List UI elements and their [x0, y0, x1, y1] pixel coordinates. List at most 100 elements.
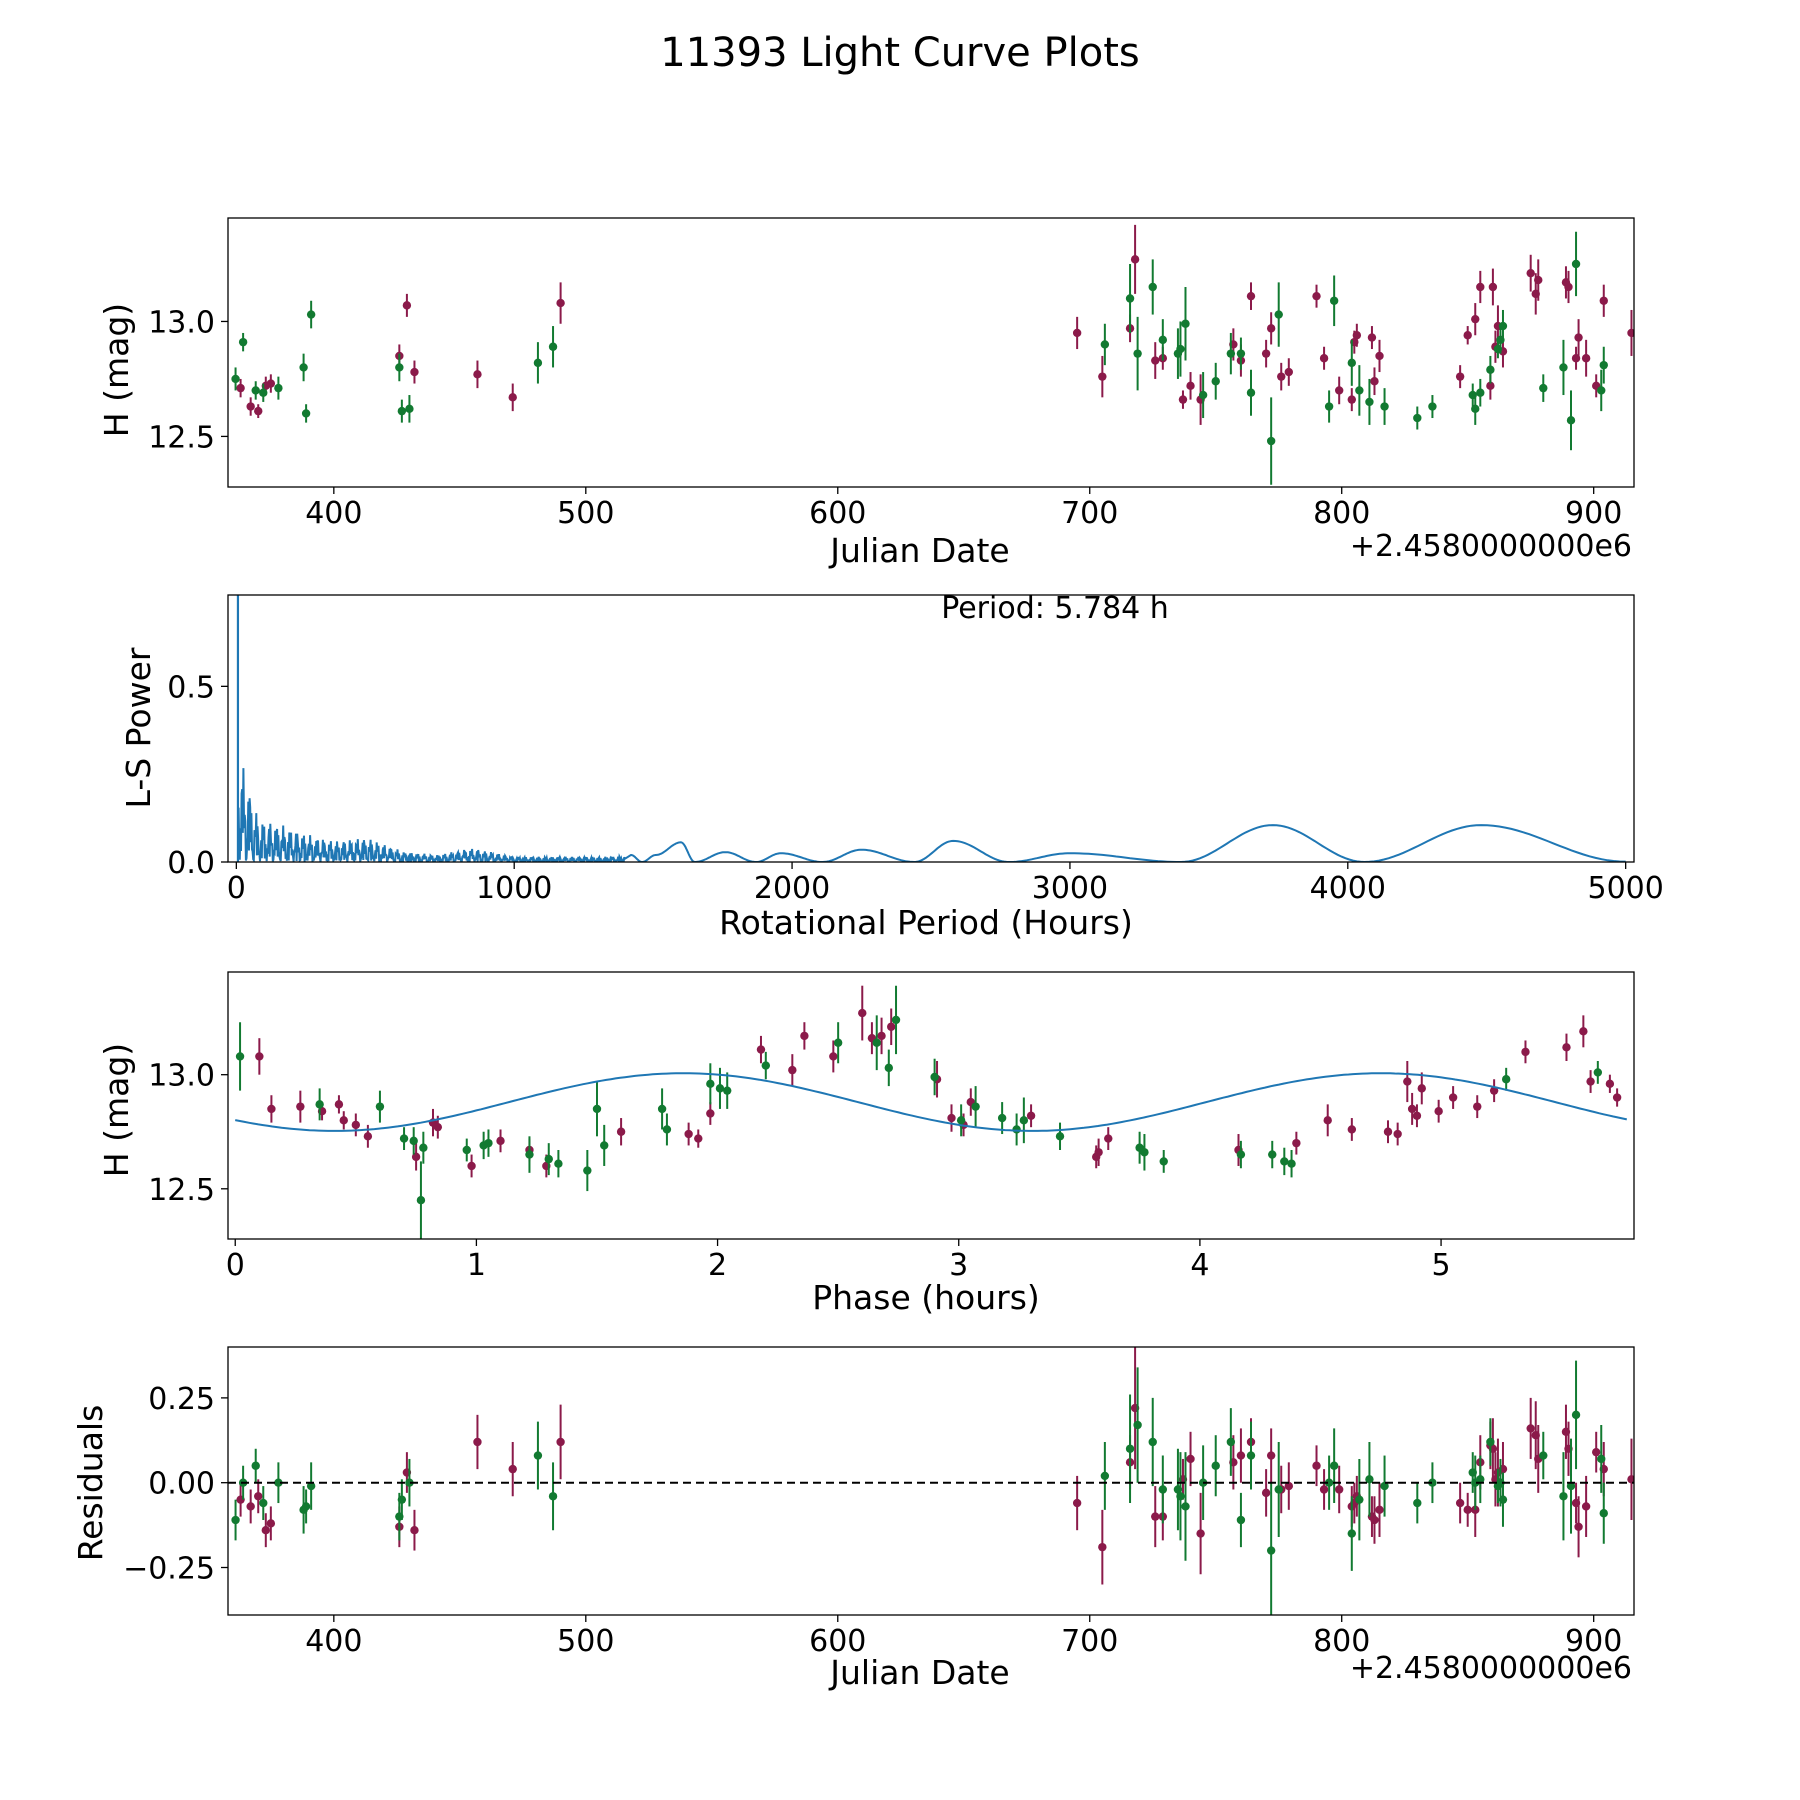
data-point [1347, 1529, 1356, 1538]
data-point [1559, 363, 1568, 372]
data-point [1125, 1444, 1135, 1453]
x-tick-label: 800 [1313, 1624, 1370, 1659]
data-point [1571, 1410, 1581, 1420]
data-point [694, 1134, 703, 1143]
data-point [1287, 1159, 1296, 1168]
data-point [1383, 1127, 1393, 1136]
y-axis-label: H (mag) [97, 1043, 136, 1177]
data-point [1324, 1478, 1334, 1487]
data-point [533, 1451, 543, 1460]
data-point [1324, 402, 1334, 411]
data-point [723, 1086, 732, 1095]
raw-light-curve-panel: Julian Date H (mag) +2.4580000000e6 400 5… [97, 217, 1635, 570]
data-point [1564, 282, 1573, 292]
data-point [1284, 367, 1293, 377]
data-point [301, 409, 311, 418]
data-point [1539, 383, 1548, 393]
x-axis-label: Rotational Period (Hours) [719, 903, 1133, 942]
periodogram-line [237, 768, 1626, 862]
series-green [231, 1360, 1608, 1615]
data-point [1413, 1498, 1422, 1508]
data-point [1566, 1481, 1576, 1491]
data-point [1476, 282, 1485, 292]
data-point [1365, 397, 1374, 407]
data-point [1571, 354, 1581, 363]
series-green [235, 985, 1603, 1239]
data-point [301, 1502, 311, 1511]
data-point [251, 386, 260, 395]
data-point [1498, 1495, 1508, 1504]
data-point [1592, 1447, 1601, 1457]
data-point [1236, 349, 1246, 358]
data-point [339, 1116, 348, 1125]
data-point [351, 1120, 361, 1130]
data-point [1274, 310, 1283, 319]
data-point [1498, 321, 1508, 331]
data-point [706, 1079, 715, 1089]
y-tick-label: 12.5 [148, 420, 215, 455]
data-point [1599, 360, 1608, 370]
data-point [508, 1464, 517, 1474]
data-point [1125, 294, 1135, 303]
data-point [800, 1031, 809, 1041]
model-curve [235, 1072, 1628, 1132]
data-point [496, 1136, 505, 1146]
data-point [1599, 296, 1608, 305]
y-tick-label: 0.00 [148, 1467, 215, 1502]
x-tick-label: 400 [305, 496, 362, 531]
data-point [1539, 1451, 1548, 1460]
data-point [410, 1525, 419, 1535]
data-point [231, 374, 240, 384]
data-point [1072, 328, 1082, 338]
data-point [1393, 1129, 1402, 1139]
x-tick-label: 0 [226, 1248, 245, 1283]
data-point [1266, 324, 1276, 333]
data-point [1463, 331, 1472, 340]
data-point [858, 1008, 867, 1018]
data-point [1094, 1148, 1103, 1157]
x-tick-label: 700 [1061, 496, 1118, 531]
data-point [1412, 1111, 1422, 1120]
data-point [1104, 1134, 1113, 1143]
data-point [399, 1134, 409, 1143]
data-point [409, 1136, 418, 1146]
data-layer [228, 1347, 1634, 1615]
data-point [1434, 1107, 1443, 1116]
data-point [1186, 1454, 1195, 1464]
data-point [1612, 1093, 1622, 1102]
data-point [299, 363, 308, 372]
data-point [1178, 395, 1188, 404]
data-point [1181, 319, 1190, 328]
data-point [1312, 291, 1321, 301]
data-point [1274, 1485, 1283, 1494]
data-point [616, 1127, 626, 1136]
data-point [246, 1502, 255, 1511]
data-point [1236, 1150, 1246, 1159]
y-axis-label: H (mag) [97, 303, 136, 437]
data-point [1463, 1505, 1472, 1515]
x-tick-label: 2000 [754, 871, 830, 906]
plot-frame [227, 217, 1635, 488]
data-point [1370, 1515, 1379, 1525]
x-axis-label: Julian Date [828, 1653, 1010, 1692]
data-point [1473, 1102, 1482, 1111]
x-tick-label: 400 [305, 1624, 362, 1659]
data-point [1566, 416, 1576, 425]
data-point [405, 404, 414, 414]
x-tick-label: 500 [557, 1624, 614, 1659]
data-point [887, 1022, 896, 1031]
y-tick-label: 13.0 [148, 305, 215, 340]
data-point [1319, 1485, 1329, 1494]
data-point [1380, 402, 1389, 411]
data-point [473, 1437, 482, 1447]
data-point [1413, 413, 1422, 423]
data-point [306, 1481, 316, 1491]
data-point [363, 1132, 373, 1141]
period-annotation: Period: 5.784 h [941, 591, 1169, 626]
data-point [254, 1492, 263, 1501]
data-point [1352, 331, 1362, 340]
data-point [238, 337, 248, 347]
plot-frame [227, 1346, 1635, 1616]
plot-frame [227, 594, 1635, 863]
